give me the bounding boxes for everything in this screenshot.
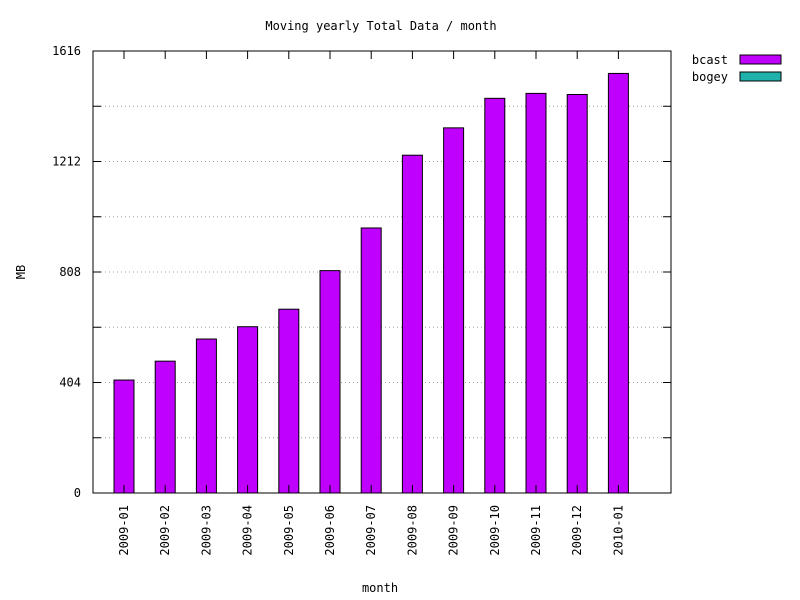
y-tick-label: 404 (59, 376, 81, 390)
gridlines (93, 105, 671, 439)
x-tick-label: 2009-07 (364, 505, 378, 556)
bar-bcast-2009-06 (319, 270, 341, 494)
x-tick-label: 2009-12 (570, 505, 584, 556)
bars (113, 72, 629, 494)
x-tick-label: 2009-02 (158, 505, 172, 556)
legend-swatch-bcast (739, 54, 782, 65)
x-tick-label: 2010-01 (611, 505, 625, 556)
bar-bcast-2009-08 (401, 154, 423, 494)
legend-label-bogey: bogey (692, 70, 728, 84)
x-tick-label: 2009-11 (529, 505, 543, 556)
x-tick-label: 2009-08 (405, 505, 419, 556)
bar-bcast-2010-01 (607, 72, 629, 494)
x-tick-label: 2009-03 (199, 505, 213, 556)
bar-bcast-2009-10 (484, 97, 506, 494)
legend: bcast bogey (692, 53, 782, 84)
bar-bcast-2009-02 (154, 360, 176, 494)
y-tick-label: 1212 (52, 155, 81, 169)
x-tick-label: 2009-04 (241, 505, 255, 556)
bar-bcast-2009-05 (278, 308, 300, 494)
x-tick-label: 2009-05 (282, 505, 296, 556)
bar-bcast-2009-01 (113, 379, 135, 494)
x-tick-label: 2009-01 (117, 505, 131, 556)
legend-label-bcast: bcast (692, 53, 728, 67)
x-tick-label: 2009-06 (323, 505, 337, 556)
chart-title: Moving yearly Total Data / month (265, 19, 496, 33)
bar-bcast-2009-07 (360, 227, 382, 494)
y-axis-label: MB (14, 265, 28, 279)
y-tick-label: 808 (59, 265, 81, 279)
y-tick-label: 1616 (52, 44, 81, 58)
x-axis-label: month (362, 581, 398, 595)
x-tick-label: 2009-09 (447, 505, 461, 556)
bar-bcast-2009-03 (195, 338, 217, 494)
y-axis: 0 404 808 1212 1616 (52, 44, 671, 500)
bar-bcast-2009-12 (566, 93, 588, 494)
x-axis: 2009-01 2009-02 2009-03 2009-04 2009-05 2009-… (117, 51, 625, 556)
bar-bcast-2009-04 (237, 326, 259, 494)
legend-swatch-bogey (739, 71, 782, 82)
y-tick-label: 0 (74, 486, 81, 500)
bar-bcast-2009-11 (525, 92, 547, 494)
bar-bcast-2009-09 (443, 127, 465, 494)
x-tick-label: 2009-10 (488, 505, 502, 556)
